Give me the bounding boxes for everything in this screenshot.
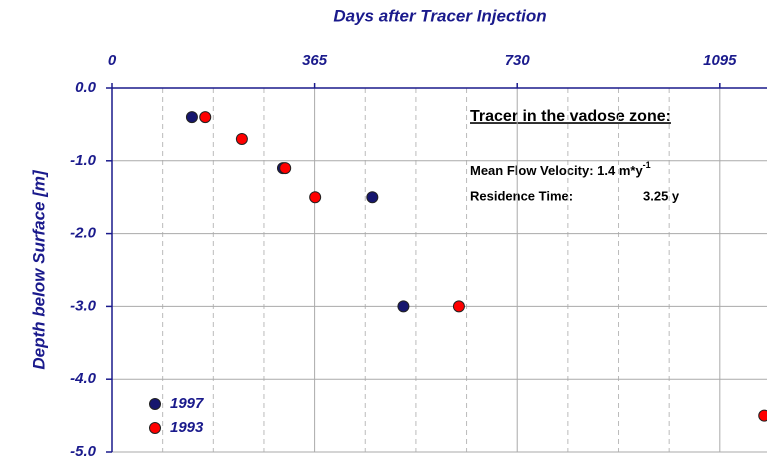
data-point: [758, 409, 767, 422]
data-point: [366, 191, 379, 204]
annotation-residence-label: Residence Time:: [470, 188, 573, 203]
y-tick-label: 0.0: [75, 79, 97, 96]
annotation-velocity: Mean Flow Velocity: 1.4 m*y: [470, 163, 643, 178]
data-point: [279, 162, 292, 175]
annotation-exponent: -1: [643, 160, 651, 170]
x-tick-label: 365: [302, 52, 328, 69]
y-tick-label: -4.0: [70, 370, 97, 387]
x-tick-label: 730: [505, 52, 531, 69]
data-point: [199, 111, 212, 124]
data-point: [452, 300, 465, 313]
grid: [111, 87, 767, 453]
legend-label: 1997: [170, 395, 204, 412]
y-tick-label: -2.0: [70, 225, 97, 242]
y-axis-title: Depth below Surface [m]: [29, 169, 48, 370]
annotation-residence-value: 3.25 y: [643, 188, 680, 203]
x-axis-title: Days after Tracer Injection: [333, 6, 546, 25]
data-point: [309, 191, 322, 204]
annotation-text: Mean Flow Velocity: 1.4 m*y-1: [470, 160, 651, 178]
data-point: [235, 132, 248, 145]
legend-marker: [149, 422, 161, 434]
y-tick-label: -3.0: [70, 297, 97, 314]
legend-marker: [149, 398, 161, 410]
data-point: [397, 300, 410, 313]
annotation-title: Tracer in the vadose zone:: [470, 108, 671, 125]
legend-label: 1993: [170, 419, 204, 436]
x-tick-label: 0: [108, 52, 117, 69]
y-tick-label: -1.0: [70, 152, 97, 169]
y-tick-label: -5.0: [70, 443, 97, 460]
x-tick-label: 1095: [703, 52, 737, 69]
data-point: [185, 111, 198, 124]
